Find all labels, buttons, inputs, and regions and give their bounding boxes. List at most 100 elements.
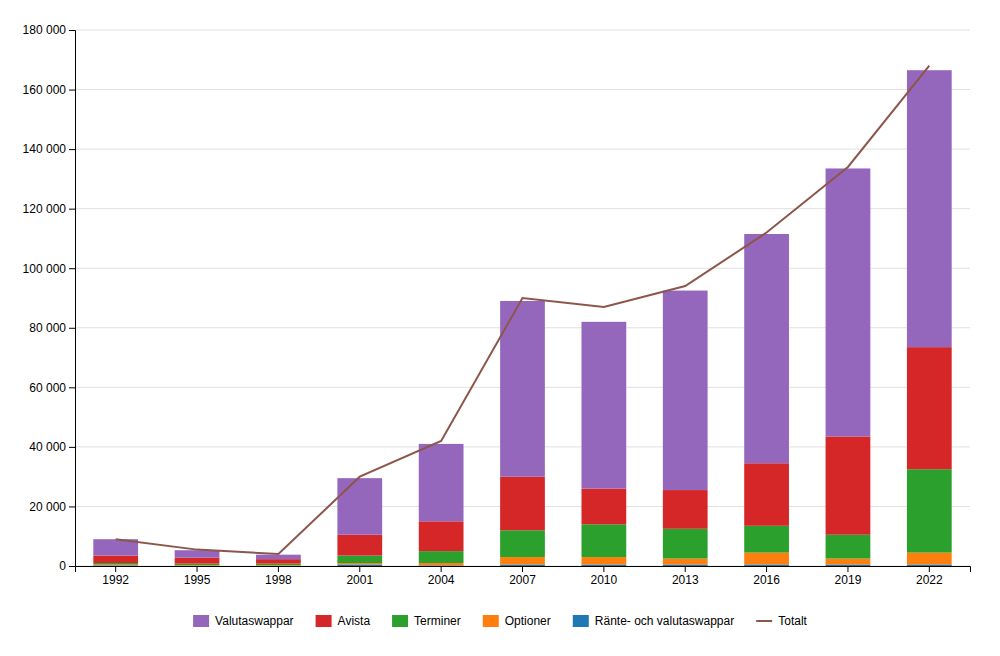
x-tick-mark (278, 566, 279, 572)
bar (744, 526, 789, 553)
x-tick: 2007 (509, 566, 536, 587)
legend: ValutaswapparAvistaTerminerOptionerRänte… (193, 614, 807, 628)
legend-swatch (316, 615, 332, 627)
y-tick: 120 000 (23, 202, 75, 216)
x-tick-label: 2010 (591, 573, 618, 587)
bar (337, 535, 382, 556)
legend-swatch (392, 615, 408, 627)
x-tick-mark (929, 566, 930, 572)
bar (907, 347, 952, 469)
x-tick: 2016 (753, 566, 780, 587)
y-tick-label: 20 000 (29, 500, 66, 514)
bar (663, 291, 708, 491)
bar-series (93, 70, 951, 559)
y-tick-label: 120 000 (23, 202, 67, 216)
legend-label: Valutaswappar (215, 614, 294, 628)
y-axis-line (69, 31, 76, 567)
y-tick: 40 000 (29, 440, 75, 454)
y-tick: 140 000 (23, 142, 75, 156)
y-tick-mark (69, 90, 75, 91)
bar (175, 558, 220, 564)
plot-area: 1992199519982001200420072010201320162019… (23, 23, 971, 586)
grid (75, 30, 970, 566)
bar (663, 529, 708, 559)
x-tick-label: 2013 (672, 573, 699, 587)
bar (93, 564, 138, 566)
bar (744, 553, 789, 565)
bar (419, 521, 464, 551)
bar (907, 469, 952, 552)
x-tick-label: 1995 (184, 573, 211, 587)
bar (93, 556, 138, 563)
x-tick-label: 2016 (753, 573, 780, 587)
y-tick: 20 000 (29, 500, 75, 514)
bar (337, 478, 382, 535)
grid-line (75, 30, 970, 31)
x-tick-label: 2022 (916, 573, 943, 587)
legend-item: Valutaswappar (193, 614, 294, 628)
grid-line (75, 149, 970, 150)
bar (826, 535, 871, 559)
bar (256, 565, 301, 566)
x-tick-label: 1992 (102, 573, 129, 587)
bar (256, 555, 301, 559)
x-tick-label: 2001 (346, 573, 373, 587)
y-tick: 80 000 (29, 321, 75, 335)
y-tick: 180 000 (23, 23, 75, 37)
y-tick-label: 80 000 (29, 321, 66, 335)
x-axis-line (76, 567, 971, 573)
chart: 1992199519982001200420072010201320162019… (0, 0, 1000, 656)
grid-line (75, 89, 970, 90)
x-tick-mark (766, 566, 767, 572)
bar (826, 559, 871, 565)
bar (663, 490, 708, 529)
legend-label: Totalt (778, 614, 807, 628)
bar (581, 557, 626, 564)
bar (93, 563, 138, 564)
x-tick: 2010 (591, 566, 618, 587)
x-tick-mark (197, 566, 198, 572)
legend-item: Terminer (392, 614, 461, 628)
bar (907, 70, 952, 347)
bar (663, 559, 708, 565)
bar (337, 565, 382, 566)
bar (907, 565, 952, 566)
x-tick-mark (115, 566, 116, 572)
legend-item: Optioner (483, 614, 551, 628)
bar (581, 322, 626, 489)
x-tick: 2022 (916, 566, 943, 587)
bar (744, 463, 789, 526)
bar (175, 565, 220, 566)
x-tick-mark (359, 566, 360, 572)
bar (419, 563, 464, 565)
y-tick-mark (69, 328, 75, 329)
y-tick-mark (69, 268, 75, 269)
x-tick: 2001 (346, 566, 373, 587)
x-tick-mark (603, 566, 604, 572)
bar (744, 565, 789, 566)
bar (581, 489, 626, 525)
y-tick-label: 100 000 (23, 262, 67, 276)
x-tick-label: 2007 (509, 573, 536, 587)
x-tick: 1998 (265, 566, 292, 587)
x-tick: 2013 (672, 566, 699, 587)
bar (175, 565, 220, 566)
legend-label: Ränte- och valutaswappar (595, 614, 734, 628)
x-axis: 1992199519982001200420072010201320162019… (76, 566, 971, 587)
bar (175, 564, 220, 565)
bar (256, 565, 301, 566)
x-tick: 1992 (102, 566, 129, 587)
bar (500, 477, 545, 531)
y-tick: 160 000 (23, 83, 75, 97)
bar (500, 530, 545, 557)
bar (419, 551, 464, 563)
y-tick-label: 160 000 (23, 83, 67, 97)
x-tick-label: 2019 (835, 573, 862, 587)
bar (500, 565, 545, 566)
x-tick-mark (522, 566, 523, 572)
bar-series (93, 565, 951, 566)
y-tick-mark (69, 30, 75, 31)
y-tick-mark (69, 506, 75, 507)
x-tick-label: 1998 (265, 573, 292, 587)
bar (256, 559, 301, 563)
